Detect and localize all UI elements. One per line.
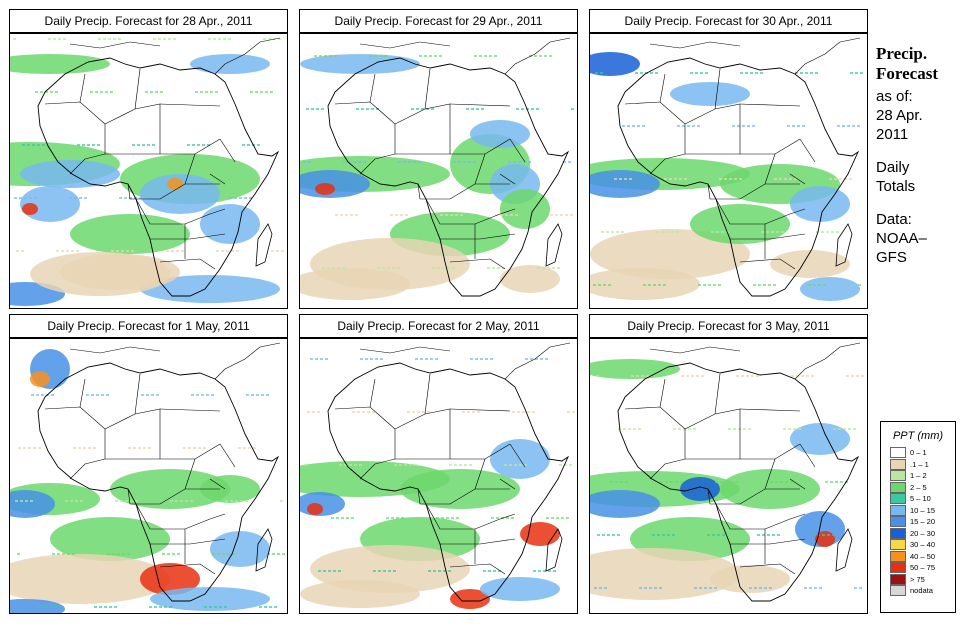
- panel-title: Daily Precip. Forecast for 1 May, 2011: [9, 314, 288, 338]
- totals-line: Totals: [876, 178, 916, 195]
- legend-swatch: [890, 447, 906, 459]
- legend-item: 50 – 75: [890, 562, 955, 574]
- legend-label: 20 – 30: [910, 528, 936, 538]
- legend-swatch: [890, 539, 906, 551]
- legend-label: 40 – 50: [910, 551, 936, 561]
- panel-title: Daily Precip. Forecast for 2 May, 2011: [299, 314, 578, 338]
- heading-line: Forecast: [876, 64, 938, 83]
- legend-item: 5 – 10: [890, 493, 955, 505]
- legend-swatch: [890, 504, 906, 516]
- legend-label: 50 – 75: [910, 563, 936, 573]
- sidebar-info: Precip. Forecast as of: 28 Apr. 2011 Dai…: [876, 44, 964, 267]
- legend-swatch: [890, 493, 906, 505]
- legend-label: 15 – 20: [910, 517, 936, 527]
- legend-item: 40 – 50: [890, 550, 955, 563]
- legend-swatch: [890, 585, 906, 597]
- legend-item: 10 – 15: [890, 504, 955, 517]
- precip-map: [589, 338, 868, 614]
- legend-swatch: [890, 550, 906, 562]
- legend-swatch: [890, 562, 906, 574]
- legend-swatch: [890, 470, 906, 482]
- forecast-panel-6: Daily Precip. Forecast for 3 May, 2011: [589, 314, 868, 614]
- legend-item: 30 – 40: [890, 539, 955, 551]
- legend-label: 10 – 15: [910, 505, 936, 515]
- legend-swatch: [890, 481, 906, 493]
- data-source-line: Data:: [876, 211, 912, 228]
- legend-title: PPT (mm): [892, 430, 944, 442]
- precip-map: [9, 338, 288, 614]
- legend-swatch: [890, 573, 906, 585]
- legend-label: 2 – 5: [910, 482, 927, 492]
- legend-label: 0 – 1: [910, 448, 927, 458]
- legend-item: > 75: [890, 573, 955, 586]
- legend-label: 1 – 2: [910, 471, 927, 481]
- legend-label: > 75: [910, 574, 925, 584]
- forecast-panel-1: Daily Precip. Forecast for 28 Apr., 2011: [9, 9, 288, 309]
- date-line: 28 Apr.: [876, 107, 923, 124]
- legend-label: 30 – 40: [910, 540, 936, 550]
- panel-title: Daily Precip. Forecast for 30 Apr., 2011: [589, 9, 868, 33]
- legend-item: 1 – 2: [890, 470, 955, 482]
- precip-map: [589, 33, 868, 309]
- legend-item: 20 – 30: [890, 527, 955, 540]
- legend-item: 0 – 1: [890, 447, 955, 459]
- legend-item: .1 – 1: [890, 458, 955, 471]
- legend-swatch: [890, 516, 906, 528]
- legend-item: 15 – 20: [890, 516, 955, 528]
- legend-item: nodata: [890, 585, 955, 597]
- legend-label: .1 – 1: [910, 459, 929, 469]
- forecast-panel-2: Daily Precip. Forecast for 29 Apr., 2011: [299, 9, 578, 309]
- legend-swatch: [890, 458, 906, 470]
- panel-title: Daily Precip. Forecast for 28 Apr., 2011: [9, 9, 288, 33]
- totals-line: Daily: [876, 159, 910, 176]
- asof-label: as of:: [876, 88, 913, 105]
- legend-swatch: [890, 527, 906, 539]
- panel-title: Daily Precip. Forecast for 3 May, 2011: [589, 314, 868, 338]
- precip-map: [9, 33, 288, 309]
- panel-title: Daily Precip. Forecast for 29 Apr., 2011: [299, 9, 578, 33]
- legend-label: 5 – 10: [910, 494, 931, 504]
- precip-map: [299, 33, 578, 309]
- precip-map: [299, 338, 578, 614]
- forecast-panel-5: Daily Precip. Forecast for 2 May, 2011: [299, 314, 578, 614]
- legend-label: nodata: [910, 586, 933, 596]
- heading-line: Precip.: [876, 44, 928, 63]
- legend-item: 2 – 5: [890, 481, 955, 494]
- date-line: 2011: [876, 126, 909, 143]
- data-source-line: NOAA–: [876, 230, 927, 247]
- data-source-line: GFS: [876, 249, 907, 266]
- forecast-panel-3: Daily Precip. Forecast for 30 Apr., 2011: [589, 9, 868, 309]
- forecast-panel-4: Daily Precip. Forecast for 1 May, 2011: [9, 314, 288, 614]
